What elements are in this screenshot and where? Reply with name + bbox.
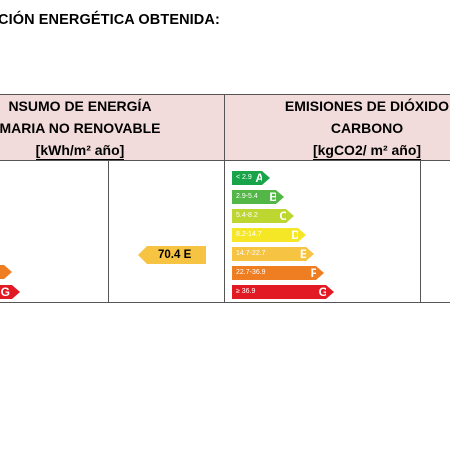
rating-divider-left [108,160,109,303]
emissions-bar-c: 5.4-8.2 C [232,209,294,223]
emissions-bar-e: 14.7-22.7 E [232,247,314,261]
emissions-bar-a: < 2.9 A [232,171,270,185]
consumption-header: NSUMO DE ENERGÍA MARIA NO RENOVABLE [kWh… [0,95,180,161]
consumption-header-line2: MARIA NO RENOVABLE [0,120,161,136]
rating-divider-right [420,160,421,303]
consumption-rating-indicator: 70.4 E [138,246,206,264]
emissions-header: EMISIONES DE DIÓXIDO CARBONO [kgCO2/ m² … [262,95,450,161]
table-top-border [0,94,450,95]
consumption-bar-f [0,265,12,279]
indicator-arrow [138,246,147,264]
emissions-unit: [kgCO2/ m² año] [312,142,422,160]
consumption-letter: E [183,249,192,261]
consumption-bar-g: G [0,285,20,299]
emissions-bar-g: ≥ 36.9 G [232,285,334,299]
consumption-value: 70.4 [158,249,181,261]
column-divider [224,94,225,303]
emissions-bar-d: 8.2-14.7 D [232,228,306,242]
emissions-header-line1: EMISIONES DE DIÓXIDO [284,98,450,114]
consumption-unit: [kWh/m² año] [35,142,125,160]
section-title: CIÓN ENERGÉTICA OBTENIDA: [0,12,220,28]
emissions-bar-f: 22.7-36.9 F [232,266,324,280]
table-header-band [0,95,450,160]
table-bottom-border [0,302,450,303]
emissions-bar-b: 2.9-5.4 B [232,190,284,204]
consumption-bar-g-letter: G [0,285,10,299]
table-header-divider [0,160,450,161]
emissions-header-line2: CARBONO [330,120,404,136]
consumption-header-line1: NSUMO DE ENERGÍA [8,98,152,114]
